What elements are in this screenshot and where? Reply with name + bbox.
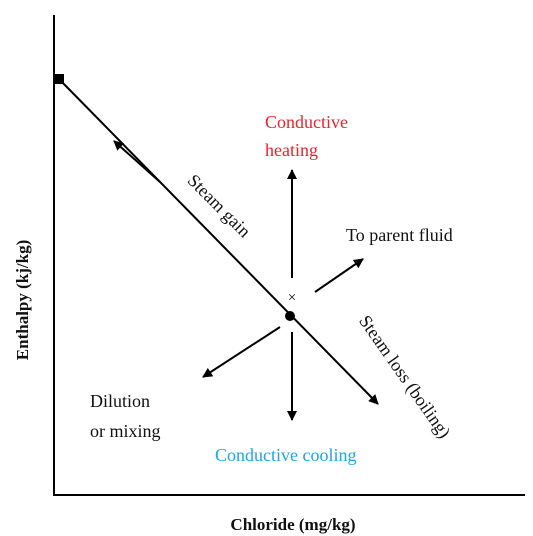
dilution-arrow (202, 326, 281, 378)
dilution-label: or mixing (90, 421, 161, 441)
x-axis-label: Chloride (mg/kg) (230, 515, 355, 534)
dilution-label: Dilution (90, 391, 150, 411)
parent-label: To parent fluid (346, 225, 453, 245)
steam-gain-label: Steam gain (184, 170, 255, 241)
fluid-point (285, 311, 295, 321)
cross: × (288, 290, 296, 306)
steam-gain-arrow (113, 140, 161, 183)
heating-label: Conductive (265, 112, 348, 132)
heating-label: heating (265, 140, 318, 160)
main-line (58, 78, 379, 405)
cooling-label: Conductive cooling (215, 445, 356, 465)
y-axis-label: Enthalpy (kj/kg) (13, 240, 32, 360)
steam-loss-label: Steam loss (boiling) (354, 311, 454, 442)
parent-arrow (314, 258, 364, 293)
